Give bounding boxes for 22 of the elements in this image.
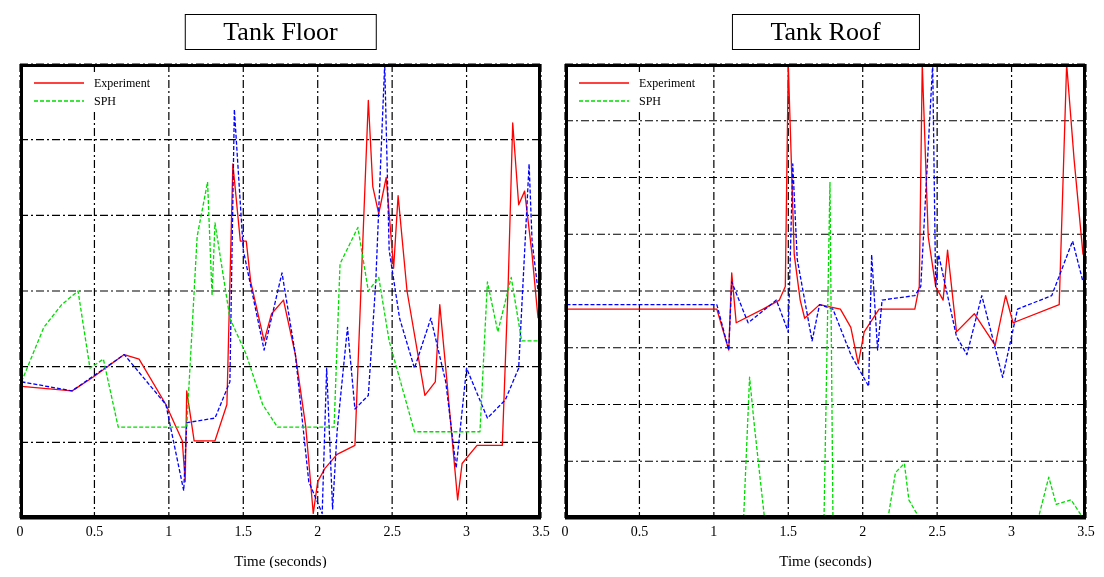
x-tick-label: 3 [1008, 523, 1016, 539]
x-tick-label: 1 [710, 523, 718, 539]
x-tick-label: 1.5 [779, 523, 798, 539]
x-tick-label: 0 [16, 523, 24, 539]
legend-label: SPH [639, 93, 662, 109]
chart-title: Tank Floor [184, 14, 377, 50]
x-tick-label: 2 [859, 523, 867, 539]
x-tick-label: 2.5 [383, 523, 401, 539]
x-tick-label: 2 [314, 523, 322, 539]
legend-label: Experiment [639, 75, 695, 91]
x-tick-label: 0 [561, 523, 569, 539]
x-tick-label: 3.5 [1077, 523, 1095, 539]
chart-title: Tank Roof [731, 14, 920, 50]
x-tick-label: 3 [463, 523, 471, 539]
x-tick-label: 3.5 [532, 523, 550, 539]
x-tick-label: 1 [165, 523, 173, 539]
legend-label: SPH [94, 93, 117, 109]
x-tick-label: 0.5 [85, 523, 104, 539]
x-tick-label: 1.5 [234, 523, 253, 539]
legend-label: Experiment [94, 75, 150, 91]
x-tick-label: 0.5 [630, 523, 649, 539]
x-tick-label: 2.5 [928, 523, 946, 539]
